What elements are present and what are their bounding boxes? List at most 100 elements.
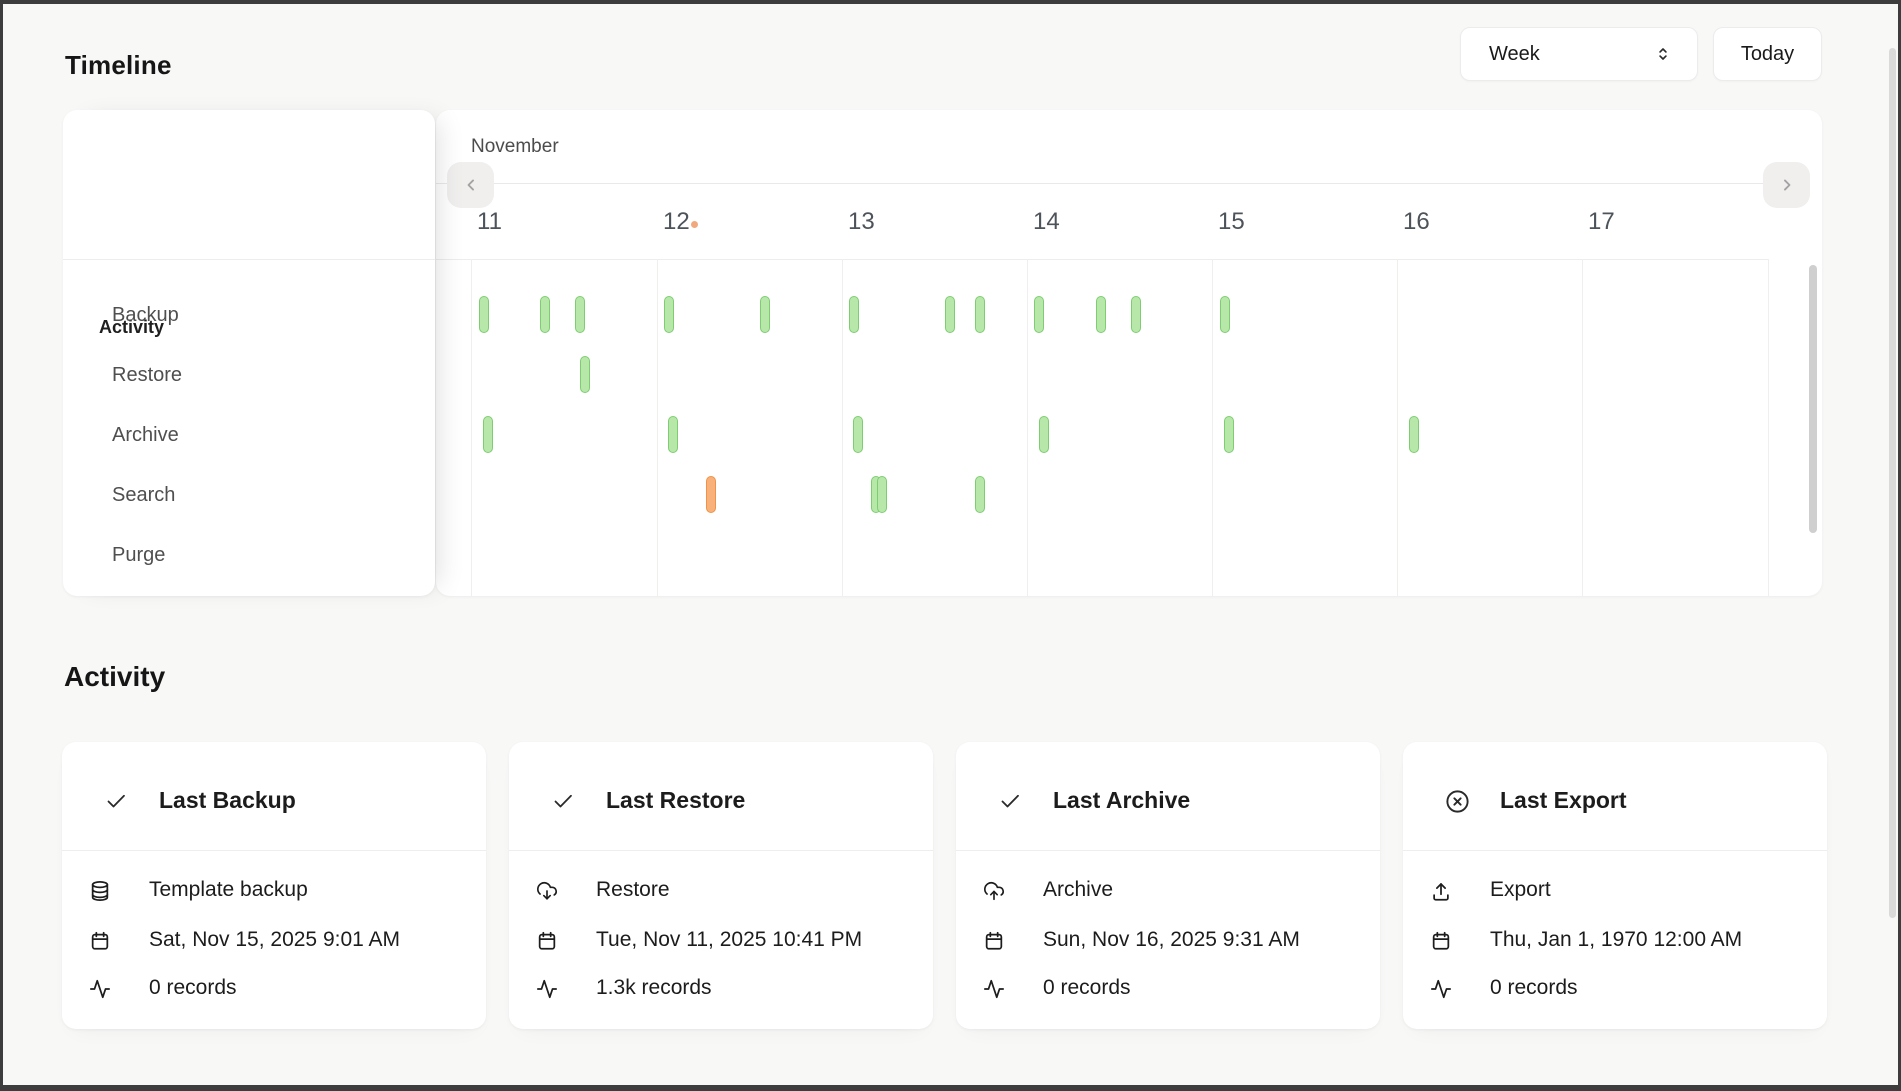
day-label-12: 12 (663, 208, 690, 235)
day-column-line (1582, 259, 1583, 596)
day-label-17: 17 (1588, 208, 1615, 235)
next-week-button[interactable] (1763, 162, 1810, 208)
sidebar-row-search: Search (112, 484, 176, 506)
today-button[interactable]: Today (1713, 27, 1822, 81)
check-icon (102, 787, 130, 815)
day-column-line (1212, 259, 1213, 596)
day-label-11: 11 (477, 208, 502, 235)
activity-card-row-text: 0 records (1490, 976, 1578, 999)
select-arrows-icon (1653, 44, 1673, 64)
timeline-scrollbar-thumb[interactable] (1809, 265, 1817, 533)
backup-event-bar[interactable] (1096, 296, 1106, 333)
archive-event-bar[interactable] (483, 416, 493, 453)
sidebar-row-restore: Restore (112, 364, 183, 386)
card-divider (62, 850, 486, 851)
search-event-bar[interactable] (877, 476, 887, 513)
card-divider (1403, 850, 1827, 851)
activity-card-row-text: 0 records (1043, 976, 1131, 999)
prev-week-button[interactable] (447, 162, 494, 208)
backup-event-bar[interactable] (1034, 296, 1044, 333)
day-column-line (657, 259, 658, 596)
calendar-icon (89, 930, 111, 952)
backup-event-bar[interactable] (575, 296, 585, 333)
archive-event-bar[interactable] (1039, 416, 1049, 453)
view-range-value: Week (1489, 42, 1540, 65)
day-indicator-dot (691, 221, 698, 228)
backup-event-bar[interactable] (479, 296, 489, 333)
pulse-icon (983, 978, 1005, 1000)
activity-card-row-text: Sun, Nov 16, 2025 9:31 AM (1043, 928, 1300, 951)
search-event-bar[interactable] (706, 476, 716, 513)
archive-event-bar[interactable] (853, 416, 863, 453)
x-circle-icon (1443, 787, 1471, 815)
activity-sidebar: Activity Backup Restore Archive Search Purge (63, 110, 435, 596)
search-event-bar[interactable] (975, 476, 985, 513)
cloud-upload-icon (983, 880, 1005, 902)
day-label-15: 15 (1218, 208, 1245, 235)
card-divider (509, 850, 933, 851)
cloud-download-icon (536, 880, 558, 902)
activity-card-row-text: Sat, Nov 15, 2025 9:01 AM (149, 928, 400, 951)
sidebar-row-backup: Backup (112, 304, 179, 326)
backup-event-bar[interactable] (1220, 296, 1230, 333)
day-label-16: 16 (1403, 208, 1430, 235)
activity-card-title: Last Archive (1053, 787, 1191, 813)
grid-top-line (436, 259, 1768, 260)
card-divider (956, 850, 1380, 851)
check-icon (996, 787, 1024, 815)
sidebar-divider (63, 259, 435, 260)
activity-section-title: Activity (64, 661, 166, 692)
chevron-left-icon (461, 175, 481, 195)
database-icon (89, 880, 111, 902)
activity-card-row-text: Tue, Nov 11, 2025 10:41 PM (596, 928, 863, 951)
day-column-line (1397, 259, 1398, 596)
backup-event-bar[interactable] (849, 296, 859, 333)
activity-card-last-export: Last Export Export Thu, Jan 1, 1970 12:00 … (1403, 742, 1827, 1029)
activity-card-title: Last Export (1500, 787, 1627, 813)
backup-event-bar[interactable] (540, 296, 550, 333)
view-range-select[interactable]: Week (1460, 27, 1698, 81)
check-icon (549, 787, 577, 815)
archive-event-bar[interactable] (1409, 416, 1419, 453)
pulse-icon (89, 978, 111, 1000)
page-title: Timeline (65, 50, 172, 80)
archive-event-bar[interactable] (668, 416, 678, 453)
sidebar-row-archive: Archive (112, 424, 179, 446)
activity-card-row-text: Restore (596, 878, 670, 901)
day-label-13: 13 (848, 208, 875, 235)
backup-event-bar[interactable] (975, 296, 985, 333)
pulse-icon (536, 978, 558, 1000)
page-scrollbar-thumb[interactable] (1889, 48, 1896, 918)
activity-card-last-archive: Last Archive Archive Sun, Nov 16, 2025 9:3… (956, 742, 1380, 1029)
calendar-icon (536, 930, 558, 952)
activity-card-last-restore: Last Restore Restore Tue, Nov 11, 2025 10:… (509, 742, 933, 1029)
activity-card-last-backup: Last Backup Template backup Sat, Nov 15, 2… (62, 742, 486, 1029)
backup-event-bar[interactable] (945, 296, 955, 333)
timeline-panel: November 11 12 13 14 15 16 17 (436, 110, 1822, 596)
calendar-icon (1430, 930, 1452, 952)
activity-card-title: Last Backup (159, 787, 296, 813)
day-column-line (471, 259, 472, 596)
upload-icon (1430, 880, 1452, 902)
activity-card-row-text: 0 records (149, 976, 237, 999)
backup-event-bar[interactable] (664, 296, 674, 333)
day-column-line (1027, 259, 1028, 596)
sidebar-row-purge: Purge (112, 544, 166, 566)
calendar-icon (983, 930, 1005, 952)
activity-card-row-text: Archive (1043, 878, 1114, 901)
backup-event-bar[interactable] (760, 296, 770, 333)
restore-event-bar[interactable] (580, 356, 590, 393)
nav-axis-line (436, 183, 1810, 184)
activity-card-row-text: Thu, Jan 1, 1970 12:00 AM (1490, 928, 1743, 951)
activity-card-row-text: Template backup (149, 878, 308, 901)
activity-card-row-text: 1.3k records (596, 976, 712, 999)
activity-card-row-text: Export (1490, 878, 1551, 901)
month-label: November (471, 136, 559, 157)
archive-event-bar[interactable] (1224, 416, 1234, 453)
activity-card-title: Last Restore (606, 787, 746, 813)
day-column-line (842, 259, 843, 596)
day-label-14: 14 (1033, 208, 1060, 235)
day-column-line (1768, 259, 1769, 596)
chevron-right-icon (1777, 175, 1797, 195)
backup-event-bar[interactable] (1131, 296, 1141, 333)
